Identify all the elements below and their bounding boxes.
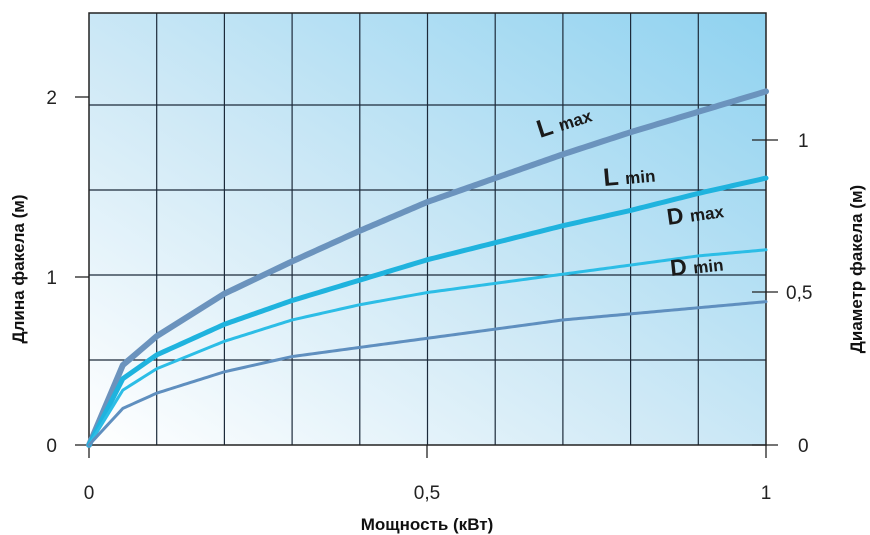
series-line-l-min [86,175,769,448]
series-label-d-min: D min [669,250,725,281]
x-tick-label-2: 1 [761,483,772,504]
grid [89,13,766,445]
right-tick-label-0: 0 [798,436,809,457]
x-tick-label-1: 0,5 [414,483,440,504]
series-label-d-max: D max [665,196,726,230]
right-tick-label-2: 1 [798,131,809,152]
right-axis-ticks: 0 0,5 1 [752,131,812,457]
x-tick-label-0: 0 [84,483,95,504]
left-tick-label-1: 1 [46,268,57,289]
right-tick-label-1: 0,5 [786,283,812,304]
left-tick-label-2: 2 [46,88,57,109]
x-axis-ticks: 0 0,5 1 [84,445,772,504]
series-line-d-min [87,300,768,447]
series-label-l-min: L min [602,160,656,192]
series-group [86,88,769,448]
series-line-d-max [87,248,768,447]
y-axis-title-left: Длина факела (м) [9,195,28,344]
left-tick-label-0: 0 [46,436,57,457]
series-line-l-max [86,88,769,448]
left-axis-ticks: 0 1 2 [46,88,89,457]
y-axis-title-right: Диаметр факела (м) [847,185,866,353]
x-axis-title: Мощность (кВт) [361,515,493,534]
